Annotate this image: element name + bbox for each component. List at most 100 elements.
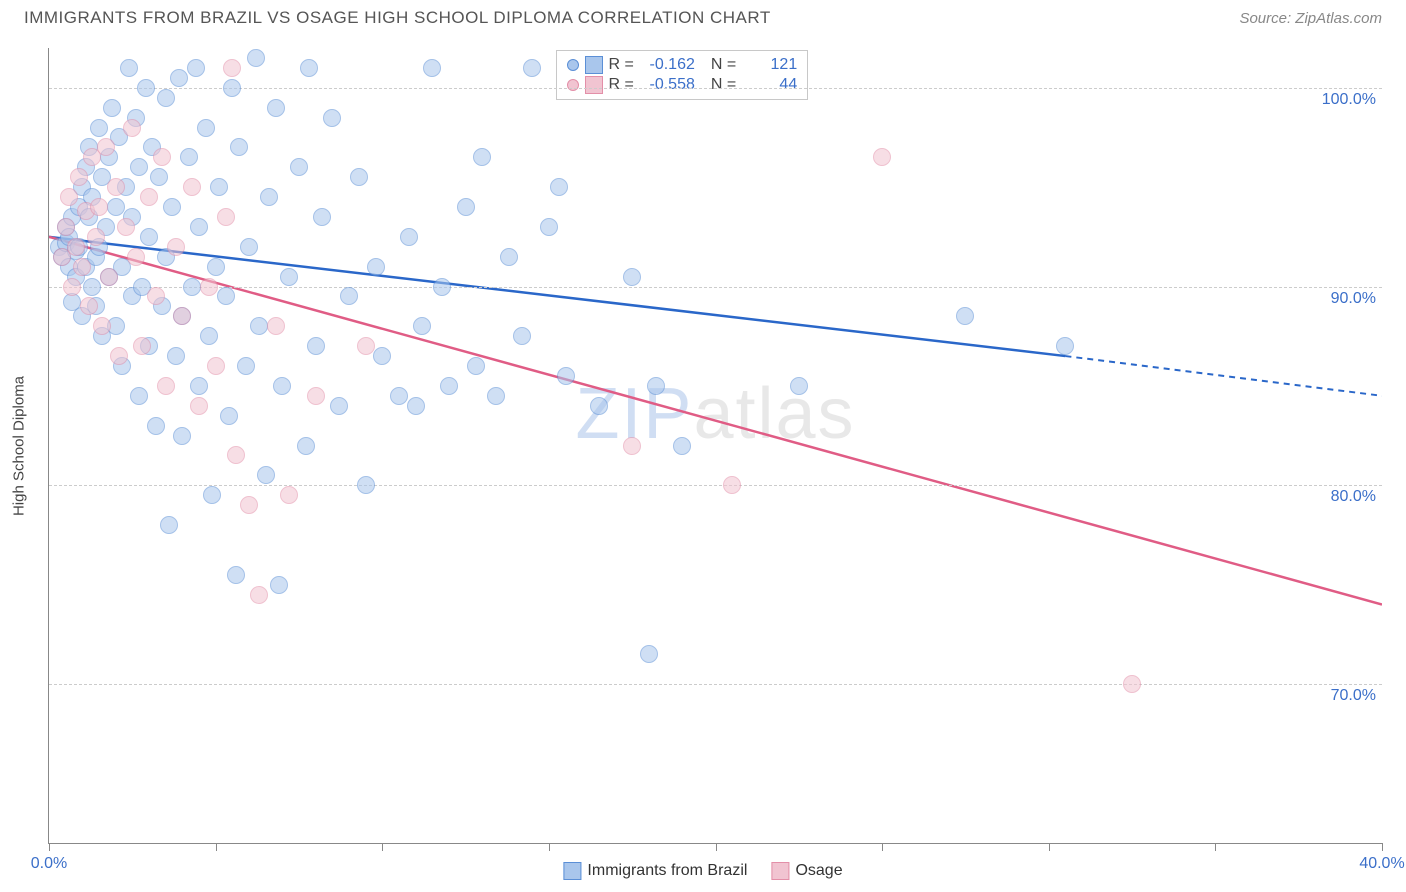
- y-tick-label: 90.0%: [1331, 290, 1376, 308]
- data-point-osage: [93, 317, 111, 335]
- chart-title: IMMIGRANTS FROM BRAZIL VS OSAGE HIGH SCH…: [24, 8, 771, 28]
- data-point-osage: [57, 218, 75, 236]
- data-point-brazil: [440, 377, 458, 395]
- y-axis-title: High School Diploma: [11, 375, 28, 515]
- data-point-osage: [217, 208, 235, 226]
- data-point-brazil: [313, 208, 331, 226]
- data-point-brazil: [647, 377, 665, 395]
- data-point-brazil: [270, 576, 288, 594]
- data-point-brazil: [467, 357, 485, 375]
- legend-n-value: 121: [742, 56, 797, 74]
- legend-n-label: N =: [711, 56, 736, 74]
- legend-item-brazil: Immigrants from Brazil: [563, 862, 747, 880]
- x-tick: [382, 843, 383, 851]
- data-point-osage: [63, 278, 81, 296]
- data-point-brazil: [350, 168, 368, 186]
- data-point-brazil: [300, 59, 318, 77]
- legend-row-osage: R =-0.558N =44: [567, 75, 798, 95]
- data-point-brazil: [1056, 337, 1074, 355]
- data-point-brazil: [307, 337, 325, 355]
- data-point-brazil: [540, 218, 558, 236]
- trendline-osage: [49, 237, 1382, 605]
- data-point-brazil: [280, 268, 298, 286]
- data-point-osage: [147, 287, 165, 305]
- data-point-brazil: [190, 377, 208, 395]
- data-point-brazil: [137, 79, 155, 97]
- data-point-brazil: [197, 119, 215, 137]
- data-point-osage: [240, 496, 258, 514]
- data-point-osage: [873, 148, 891, 166]
- data-point-osage: [60, 188, 78, 206]
- data-point-brazil: [180, 148, 198, 166]
- scatter-chart: High School Diploma ZIPatlas R =-0.162N …: [48, 48, 1382, 844]
- data-point-osage: [107, 178, 125, 196]
- data-point-osage: [157, 377, 175, 395]
- legend-item-label: Osage: [795, 862, 842, 879]
- data-point-brazil: [273, 377, 291, 395]
- data-point-brazil: [323, 109, 341, 127]
- data-point-brazil: [107, 198, 125, 216]
- data-point-brazil: [240, 238, 258, 256]
- legend-item-label: Immigrants from Brazil: [587, 862, 747, 879]
- data-point-brazil: [187, 59, 205, 77]
- data-point-osage: [1123, 675, 1141, 693]
- data-point-brazil: [357, 476, 375, 494]
- data-point-brazil: [90, 119, 108, 137]
- x-tick: [49, 843, 50, 851]
- data-point-brazil: [790, 377, 808, 395]
- legend-dot-icon: [567, 79, 579, 91]
- data-point-osage: [280, 486, 298, 504]
- data-point-brazil: [407, 397, 425, 415]
- data-point-brazil: [423, 59, 441, 77]
- legend-item-osage: Osage: [771, 862, 842, 880]
- data-point-brazil: [673, 437, 691, 455]
- data-point-osage: [70, 168, 88, 186]
- data-point-brazil: [457, 198, 475, 216]
- data-point-brazil: [83, 278, 101, 296]
- data-point-brazil: [433, 278, 451, 296]
- data-point-osage: [73, 258, 91, 276]
- x-tick: [1049, 843, 1050, 851]
- data-point-brazil: [250, 317, 268, 335]
- data-point-osage: [90, 198, 108, 216]
- data-point-brazil: [297, 437, 315, 455]
- data-point-osage: [267, 317, 285, 335]
- data-point-brazil: [230, 138, 248, 156]
- data-point-osage: [357, 337, 375, 355]
- data-point-brazil: [640, 645, 658, 663]
- data-point-osage: [133, 337, 151, 355]
- data-point-brazil: [500, 248, 518, 266]
- legend-r-value: -0.162: [640, 56, 695, 74]
- data-point-brazil: [956, 307, 974, 325]
- correlation-legend: R =-0.162N =121R =-0.558N =44: [556, 50, 809, 100]
- data-point-brazil: [290, 158, 308, 176]
- data-point-osage: [97, 138, 115, 156]
- data-point-brazil: [267, 99, 285, 117]
- data-point-brazil: [390, 387, 408, 405]
- data-point-brazil: [217, 287, 235, 305]
- data-point-brazil: [190, 218, 208, 236]
- data-point-brazil: [260, 188, 278, 206]
- data-point-osage: [207, 357, 225, 375]
- data-point-brazil: [140, 228, 158, 246]
- data-point-brazil: [223, 79, 241, 97]
- data-point-brazil: [103, 99, 121, 117]
- x-tick: [549, 843, 550, 851]
- legend-dot-icon: [567, 59, 579, 71]
- data-point-osage: [127, 248, 145, 266]
- data-point-osage: [167, 238, 185, 256]
- data-point-osage: [223, 59, 241, 77]
- trendline-brazil-dashed: [1065, 356, 1382, 396]
- data-point-brazil: [523, 59, 541, 77]
- data-point-brazil: [513, 327, 531, 345]
- data-point-osage: [87, 228, 105, 246]
- data-point-brazil: [170, 69, 188, 87]
- x-tick: [1382, 843, 1383, 851]
- data-point-brazil: [203, 486, 221, 504]
- y-tick-label: 100.0%: [1322, 91, 1376, 109]
- data-point-osage: [227, 446, 245, 464]
- data-point-osage: [623, 437, 641, 455]
- x-tick-label: 0.0%: [31, 855, 67, 873]
- data-point-brazil: [373, 347, 391, 365]
- y-tick-label: 80.0%: [1331, 488, 1376, 506]
